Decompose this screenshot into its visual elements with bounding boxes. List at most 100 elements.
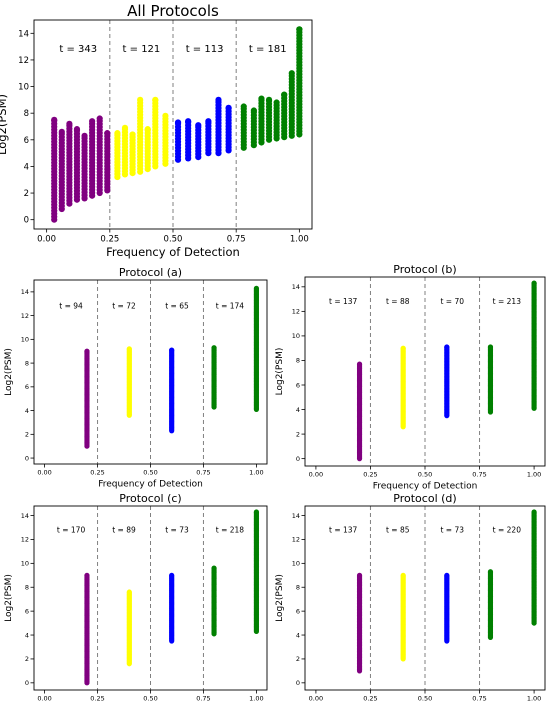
data-point: [104, 130, 111, 137]
data-point: [121, 124, 129, 131]
y-axis-label: Log2(PSM): [275, 574, 285, 622]
chart-title: Protocol (a): [119, 266, 182, 279]
y-tick-label: 8: [296, 357, 300, 365]
x-axis-label: Frequency of Detection: [106, 245, 240, 259]
y-tick-label: 4: [24, 162, 29, 172]
segment-count-label: t = 343: [59, 44, 97, 55]
x-axis-label: Frequency of Detection: [373, 482, 478, 492]
y-tick-label: 6: [24, 136, 29, 146]
segment-count-label: t = 88: [386, 297, 410, 306]
x-axis-label: Frequency of Detection: [98, 480, 203, 490]
y-tick-label: 4: [296, 631, 300, 639]
y-axis-label: Log2(PSM): [275, 348, 285, 396]
data-point: [487, 569, 494, 575]
segment-count-label: t = 85: [386, 525, 410, 534]
x-tick-label: 0.00: [309, 695, 323, 703]
data-point: [215, 96, 222, 103]
data-point: [152, 96, 159, 103]
data-point: [89, 118, 96, 125]
y-tick-label: 4: [25, 407, 29, 415]
y-axis-label: Log2(PSM): [4, 574, 14, 622]
y-tick-label: 4: [296, 406, 300, 414]
x-tick-label: 1.00: [290, 235, 309, 245]
series-blue: [169, 572, 175, 644]
x-tick-label: 1.00: [249, 469, 263, 477]
series-yellow: [114, 96, 169, 181]
chart-title: Protocol (b): [393, 263, 456, 276]
series-blue: [444, 344, 450, 419]
series-blue: [444, 572, 450, 644]
data-point: [169, 572, 175, 578]
y-tick-label: 6: [25, 383, 29, 391]
y-tick-label: 6: [296, 381, 300, 389]
x-tick-label: 0.25: [363, 471, 377, 479]
series-yellow: [400, 345, 406, 430]
data-point: [137, 96, 144, 103]
series-yellow: [400, 572, 406, 662]
series-purple: [51, 115, 111, 223]
y-tick-label: 2: [24, 189, 29, 199]
chart-d: 0.00 0.25 0.50 0.75 1.00 0 2 4 6 8 10 12 14 t = 137 t …: [275, 492, 546, 703]
y-axis-label: Log2(PSM): [0, 94, 9, 155]
chart-title: All Protocols: [127, 2, 219, 20]
data-point: [487, 344, 494, 350]
data-point: [531, 280, 537, 286]
data-point: [211, 345, 217, 351]
data-point: [356, 572, 363, 578]
x-tick-label: 0.75: [472, 695, 486, 703]
x-tick-label: 0.00: [309, 471, 323, 479]
segment-count-label: t = 170: [57, 525, 86, 534]
chart-a: 0.00 0.25 0.50 0.75 1.00 0 2 4 6 8 10 12 14 t = 94 t =…: [4, 266, 268, 490]
data-point: [114, 130, 121, 137]
y-tick-label: 8: [25, 584, 29, 592]
y-tick-label: 10: [292, 560, 300, 568]
x-tick-label: 1.00: [527, 471, 541, 479]
segment-count-label: t = 94: [59, 301, 83, 310]
y-tick-label: 12: [21, 312, 29, 320]
segment-count-label: t = 65: [165, 301, 189, 310]
x-tick-label: 0.25: [363, 695, 377, 703]
y-tick-label: 2: [25, 655, 29, 663]
series-blue: [174, 96, 232, 163]
y-tick-label: 2: [296, 655, 300, 663]
segment-count-label: t = 174: [216, 301, 245, 310]
segment-count-label: t = 89: [112, 525, 136, 534]
chart-c: 0.00 0.25 0.50 0.75 1.00 0 2 4 6 8 10 12 14 t = 170 t …: [4, 492, 268, 703]
x-tick-label: 0.25: [90, 695, 104, 703]
y-tick-label: 12: [21, 536, 29, 544]
y-tick-label: 10: [21, 560, 29, 568]
data-point: [169, 347, 175, 353]
data-point: [51, 116, 58, 123]
y-tick-label: 8: [25, 359, 29, 367]
series-purple: [356, 572, 363, 674]
chart-title: Protocol (c): [119, 492, 181, 505]
y-axis-label: Log2(PSM): [4, 348, 14, 396]
y-tick-label: 14: [292, 512, 300, 520]
y-tick-label: 12: [292, 308, 300, 316]
x-tick-label: 0.25: [90, 469, 104, 477]
data-point: [84, 348, 90, 354]
y-tick-label: 10: [21, 336, 29, 344]
x-tick-label: 0.50: [418, 695, 432, 703]
y-tick-label: 14: [21, 288, 29, 296]
segment-count-label: t = 73: [440, 525, 464, 534]
series-green: [211, 285, 260, 412]
x-tick-label: 1.00: [249, 695, 263, 703]
x-tick-label: 0.00: [37, 469, 51, 477]
data-point: [195, 122, 202, 129]
y-tick-label: 8: [24, 109, 29, 119]
data-point: [281, 91, 288, 98]
y-tick-label: 14: [18, 29, 29, 39]
data-point: [444, 344, 450, 350]
data-point: [273, 99, 280, 106]
x-tick-label: 0.75: [196, 469, 210, 477]
segment-count-label: t = 181: [249, 44, 287, 55]
segment-count-label: t = 213: [493, 297, 522, 306]
data-point: [265, 96, 273, 103]
data-point: [66, 120, 73, 127]
segment-count-label: t = 72: [112, 301, 136, 310]
y-tick-label: 0: [296, 455, 300, 463]
segment-count-label: t = 70: [440, 297, 464, 306]
x-tick-label: 0.75: [227, 235, 246, 245]
